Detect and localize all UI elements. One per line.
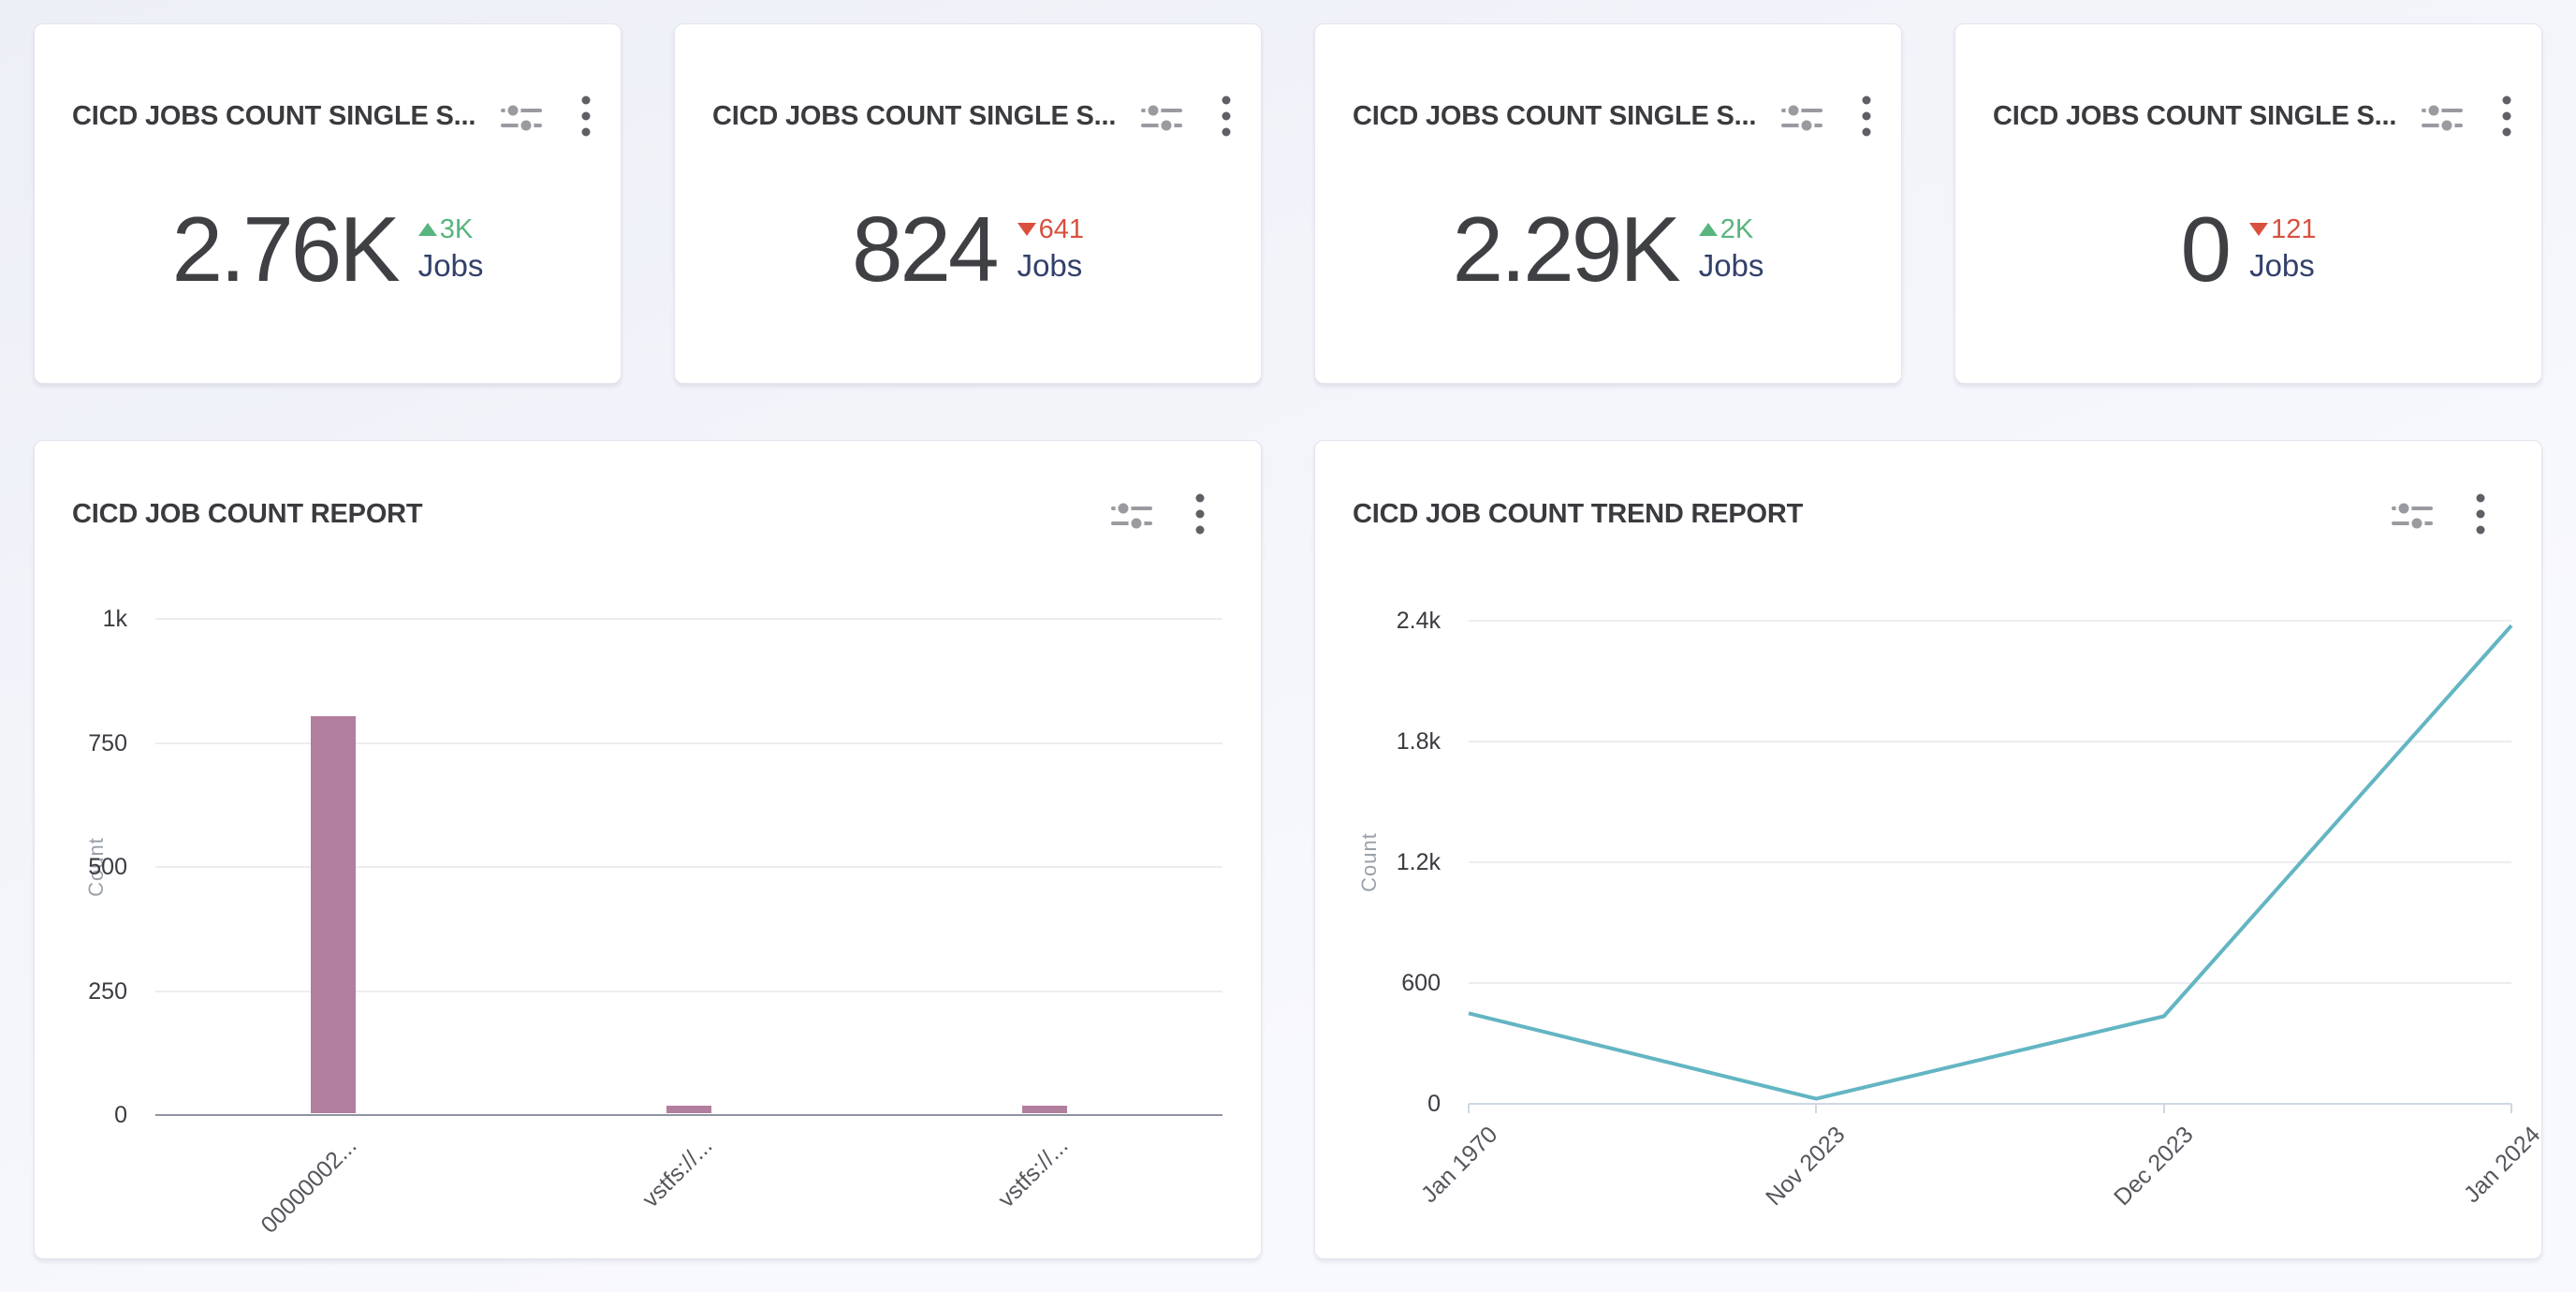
gridline <box>1469 982 2511 984</box>
kpi-card-4: CICD JOBS COUNT SINGLE S... 0 121 Jobs <box>1954 23 2542 384</box>
kpi-unit: Jobs <box>2249 248 2315 283</box>
delta-down-icon <box>1017 223 1036 236</box>
kpi-card-3: CICD JOBS COUNT SINGLE S... 2.29K 2K Job… <box>1314 23 1902 384</box>
card-title: CICD JOB COUNT REPORT <box>72 499 423 529</box>
x-tick-label: Nov 2023 <box>1761 1121 1851 1211</box>
kpi-unit: Jobs <box>1017 248 1083 283</box>
card-title: CICD JOBS COUNT SINGLE S... <box>1353 101 1757 131</box>
gridline <box>1469 861 2511 863</box>
y-tick-label: 250 <box>88 977 127 1005</box>
kpi-unit: Jobs <box>1698 248 1764 283</box>
trend-line-svg <box>1468 624 2513 1101</box>
y-tick-label: 500 <box>88 854 127 880</box>
y-tick-label: 0 <box>114 1102 127 1128</box>
kebab-menu-icon[interactable] <box>2476 493 2485 539</box>
filter-icon[interactable] <box>1111 497 1152 539</box>
y-tick-label: 1.2k <box>1396 849 1441 875</box>
kpi-value: 2.76K <box>171 198 401 301</box>
y-tick-label: 1.8k <box>1396 728 1441 755</box>
gridline <box>155 741 1222 744</box>
kpi-card-1: CICD JOBS COUNT SINGLE S... 2.76K 3K Job… <box>34 23 622 384</box>
card-title: CICD JOBS COUNT SINGLE S... <box>712 101 1117 131</box>
kpi-body: 0 121 Jobs <box>1955 169 2541 329</box>
kebab-menu-icon[interactable] <box>581 95 591 141</box>
x-tick-label: 00000002... <box>256 1132 362 1239</box>
filter-icon[interactable] <box>501 99 542 141</box>
x-tick-label: vstfs://... <box>992 1132 1074 1213</box>
x-axis-line <box>155 1114 1222 1116</box>
x-axis-tick <box>1815 1104 1818 1113</box>
trend-line <box>1468 624 2513 1101</box>
gridline <box>155 990 1222 992</box>
delta-value: 2K <box>1720 214 1754 244</box>
filter-icon[interactable] <box>2422 99 2463 141</box>
kpi-body: 824 641 Jobs <box>675 169 1261 329</box>
kebab-menu-icon[interactable] <box>2502 95 2511 141</box>
bar[interactable] <box>666 1106 711 1113</box>
bar-chart-card: CICD JOB COUNT REPORT Count 0 250 500 750 1k… <box>34 440 1262 1259</box>
x-axis-line <box>1469 1103 2511 1105</box>
x-tick-label: vstfs://... <box>637 1132 718 1213</box>
card-title: CICD JOBS COUNT SINGLE S... <box>72 101 476 131</box>
kpi-value: 2.29K <box>1452 198 1681 301</box>
gridline <box>155 866 1222 868</box>
y-tick-label: 2.4k <box>1396 608 1441 634</box>
x-axis-tick <box>1468 1104 1470 1113</box>
kebab-menu-icon[interactable] <box>1222 95 1231 141</box>
delta-up-icon <box>417 223 437 236</box>
bar[interactable] <box>1022 1106 1067 1113</box>
delta-value: 3K <box>439 214 474 244</box>
kebab-menu-icon[interactable] <box>1862 95 1871 141</box>
gridline <box>155 618 1222 620</box>
delta-value: 121 <box>2271 214 2317 244</box>
y-tick-label: 600 <box>1401 970 1441 996</box>
kpi-body: 2.76K 3K Jobs <box>35 169 621 329</box>
x-axis-tick <box>2510 1104 2512 1113</box>
y-tick-label: 1k <box>102 606 127 632</box>
filter-icon[interactable] <box>2392 497 2433 539</box>
kpi-body: 2.29K 2K Jobs <box>1315 169 1901 329</box>
x-tick-label: Jan 1970 <box>1415 1121 1503 1209</box>
y-tick-label: 750 <box>88 729 127 756</box>
x-tick-label: Dec 2023 <box>2108 1121 2199 1211</box>
card-title: CICD JOBS COUNT SINGLE S... <box>1993 101 2397 131</box>
kpi-card-2: CICD JOBS COUNT SINGLE S... 824 641 Jobs <box>674 23 1262 384</box>
bar[interactable] <box>311 716 356 1113</box>
gridline <box>1469 741 2511 742</box>
bar-chart-plot: 0 250 500 750 1k 00000002... vstfs://... vstfs:… <box>88 606 1222 1239</box>
card-title: CICD JOB COUNT TREND REPORT <box>1353 499 1804 529</box>
y-tick-label: 0 <box>1427 1091 1441 1117</box>
gridline <box>1469 620 2511 622</box>
kpi-value: 0 <box>2180 198 2232 301</box>
kpi-value: 824 <box>852 198 1000 301</box>
delta-down-icon <box>2249 223 2269 236</box>
x-axis-tick <box>2162 1104 2165 1113</box>
delta-value: 641 <box>1038 214 1084 244</box>
kpi-unit: Jobs <box>417 248 484 283</box>
delta-up-icon <box>1698 223 1718 236</box>
x-tick-label: Jan 2024 <box>2458 1121 2546 1209</box>
line-chart-plot: 0 600 1.2k 1.8k 2.4k Jan 1970 Nov 2023 Dec 2023… <box>1397 608 2546 1211</box>
kebab-menu-icon[interactable] <box>1195 493 1205 539</box>
filter-icon[interactable] <box>1141 99 1182 141</box>
filter-icon[interactable] <box>1781 99 1822 141</box>
line-chart-card: CICD JOB COUNT TREND REPORT Count 0 600 1.… <box>1314 440 2546 1259</box>
